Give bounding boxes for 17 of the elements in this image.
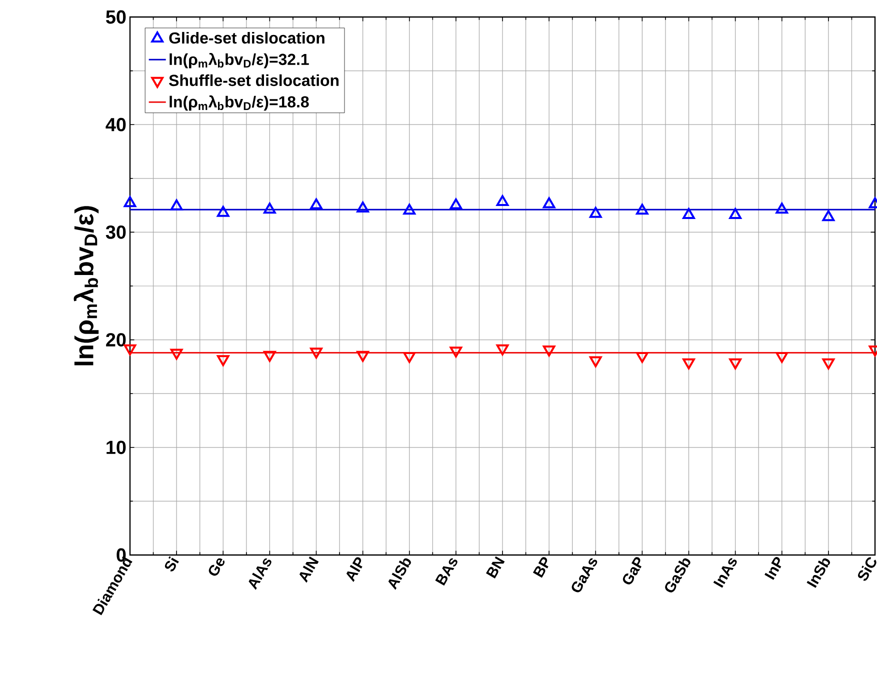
y-tick-label: 20 [106, 333, 126, 346]
y-tick-label: 40 [106, 118, 126, 132]
legend-label: Shuffle-set dislocation [169, 74, 339, 86]
x-tick-label: BN [486, 556, 505, 578]
legend-label: ln(ρ$_{m}$λ$_{b}$bv$_{D}$/ε)=32.1 [170, 52, 309, 68]
x-tick-label: Si [164, 556, 179, 572]
x-tick-label: SiC [858, 557, 876, 581]
x-tick-label: BP [532, 557, 548, 578]
x-tick-label: AlP [346, 557, 362, 582]
y-tick-label: 50 [106, 10, 126, 24]
legend-label: ln(ρ$_{m}$λ$_{b}$bv$_{D}$/ε)=18.8 [170, 95, 309, 111]
legend-label: Glide-set dislocation [169, 32, 324, 44]
x-tick-label: InP [764, 557, 782, 580]
x-tick-label: Ge [208, 558, 225, 576]
y-axis-title: ln(ρ$_{m}$λ$_{b}$bv$_{D}$/ε) [74, 206, 99, 366]
y-tick-label: 30 [106, 225, 126, 239]
y-tick-label: 10 [106, 440, 126, 454]
